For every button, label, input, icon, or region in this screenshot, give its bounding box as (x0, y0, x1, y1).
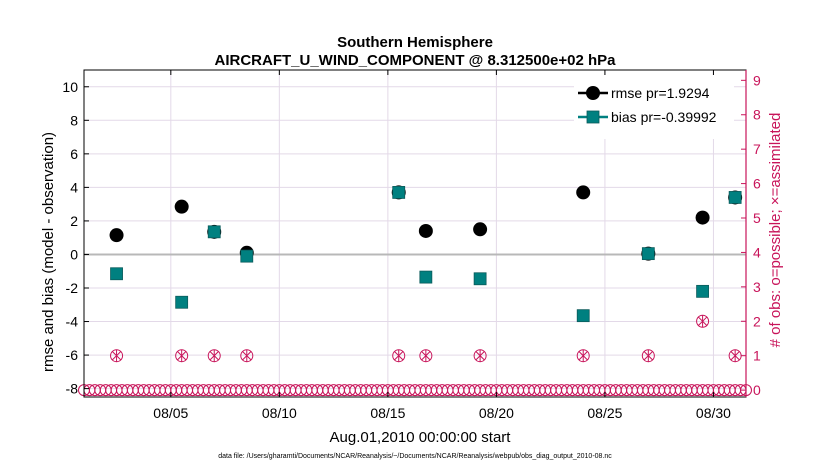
legend-bias-label: bias pr=-0.39992 (611, 109, 717, 125)
obs-assimilated-marker (242, 349, 252, 362)
obs-assimilated-marker (421, 349, 431, 362)
right-tick-label: 8 (753, 107, 761, 123)
y-tick-label: -6 (66, 347, 79, 363)
y-tick-label: -8 (66, 381, 79, 397)
right-axis-label: # of obs: o=possible; ×=assimilated (767, 113, 784, 348)
right-tick-label: 0 (753, 382, 761, 398)
y-tick-label: 4 (70, 179, 78, 195)
right-tick-label: 9 (753, 72, 761, 88)
obs-assimilated-marker (394, 349, 404, 362)
right-axis-ticks: 0 1 2 3 4 5 6 7 8 9 (741, 72, 761, 398)
x-tick-label: 08/20 (479, 405, 514, 421)
legend-bias-marker (586, 110, 600, 124)
right-tick-label: 1 (753, 348, 761, 364)
obs-assimilated-marker (475, 349, 485, 362)
chart-subtitle: AIRCRAFT_U_WIND_COMPONENT @ 8.312500e+02… (215, 52, 617, 69)
y-tick-label: 8 (70, 112, 78, 128)
bias-point (392, 186, 406, 199)
bias-point (473, 272, 487, 286)
obs-assimilated-marker (698, 315, 708, 328)
x-tick-label: 08/15 (370, 405, 405, 421)
right-tick-label: 6 (753, 176, 761, 192)
legend-rmse-marker (586, 86, 600, 100)
x-tick-label: 08/10 (262, 405, 297, 421)
x-tick-label: 08/30 (696, 405, 731, 421)
right-tick-label: 2 (753, 313, 761, 329)
bias-point (576, 309, 590, 323)
bias-point (207, 225, 221, 239)
obs-assimilated-marker (112, 349, 122, 362)
y-axis-label: rmse and bias (model - observation) (40, 132, 57, 372)
chart-title: Southern Hemisphere (337, 34, 493, 51)
x-tick-label: 08/05 (153, 405, 188, 421)
y-tick-label: 2 (70, 213, 78, 229)
obs-assimilated-marker (177, 349, 187, 362)
series-markers (109, 185, 743, 323)
y-tick-label: -2 (66, 280, 79, 296)
y-tick-label: 10 (62, 79, 78, 95)
y-tick-label: 0 (70, 246, 78, 262)
legend: rmse pr=1.9294 bias pr=-0.39992 (574, 75, 734, 139)
bias-point (175, 295, 189, 309)
y-tick-label: -4 (66, 314, 79, 330)
legend-background (574, 75, 734, 139)
x-axis-label: Aug.01,2010 00:00:00 start (330, 429, 512, 446)
right-tick-label: 4 (753, 244, 761, 260)
rmse-point (174, 199, 189, 214)
right-tick-label: 7 (753, 141, 761, 157)
bias-point (110, 267, 123, 281)
y-axis-ticks: -8 -6 -4 -2 0 2 4 6 8 10 (62, 79, 89, 397)
rmse-point (109, 228, 124, 243)
x-tick-label: 08/25 (587, 405, 622, 421)
rmse-point (418, 223, 433, 238)
x-axis-ticks: 08/05 08/10 08/15 08/20 08/25 08/30 (153, 70, 731, 421)
bias-point (728, 191, 742, 204)
data-file-footnote: data file: /Users/gharamti/Documents/NCA… (218, 453, 612, 460)
rmse-point (695, 210, 710, 225)
obs-assimilated-marker (643, 349, 653, 362)
right-tick-label: 3 (753, 279, 761, 295)
rmse-point (473, 222, 488, 237)
obs-assimilated-marker (578, 349, 588, 362)
bias-point (240, 249, 254, 263)
rmse-point (576, 185, 591, 200)
y-tick-label: 6 (70, 146, 78, 162)
right-tick-label: 5 (753, 210, 761, 226)
bias-point (641, 247, 655, 261)
obs-assimilated-marker (730, 349, 740, 362)
bias-point (696, 284, 709, 298)
obs-assimilated-marker (209, 349, 219, 362)
bias-point (419, 270, 433, 284)
legend-rmse-label: rmse pr=1.9294 (611, 85, 710, 101)
